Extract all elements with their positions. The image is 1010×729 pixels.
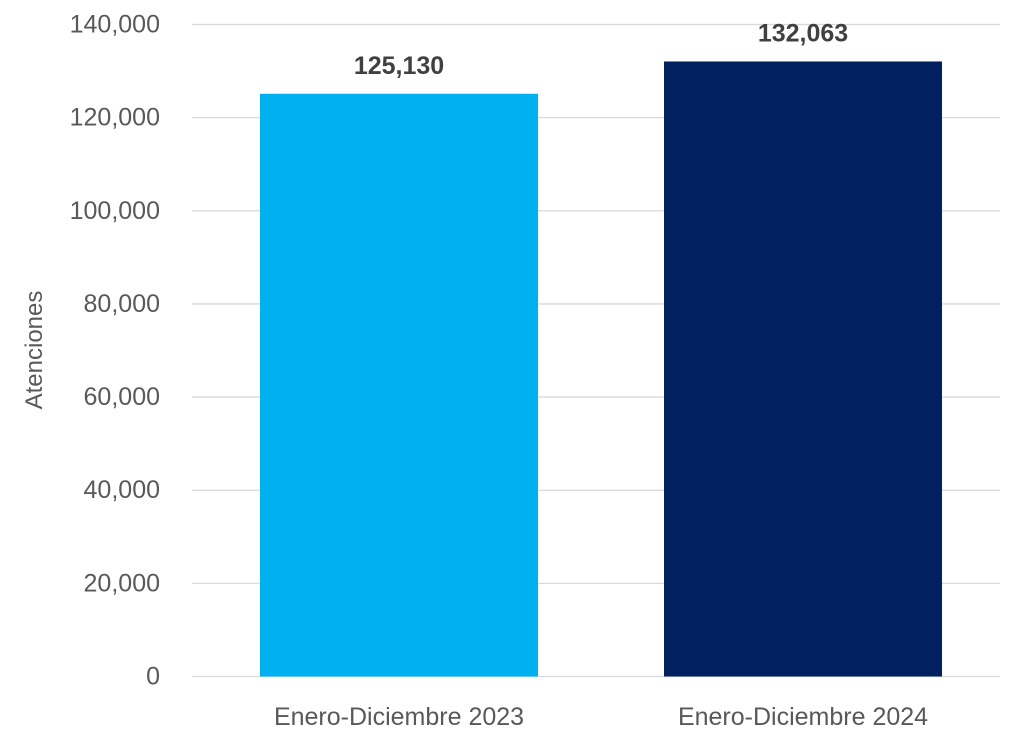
y-tick-label: 100,000 xyxy=(70,197,160,225)
y-tick-label: 120,000 xyxy=(70,104,160,132)
bar xyxy=(260,93,538,677)
y-axis-tick-labels: 0 20,000 40,000 60,000 80,000 100,000 120,000 1… xyxy=(70,11,160,691)
data-labels: 125,130 132,063 xyxy=(354,19,848,79)
y-tick-label: 40,000 xyxy=(84,476,160,504)
y-tick-label: 80,000 xyxy=(84,290,160,318)
x-category-label: Enero-Diciembre 2023 xyxy=(274,703,524,729)
data-label: 125,130 xyxy=(354,52,444,80)
y-tick-label: 0 xyxy=(146,663,160,691)
y-axis-title: Atenciones xyxy=(21,291,48,410)
x-category-label: Enero-Diciembre 2024 xyxy=(678,703,928,729)
x-axis-category-labels: Enero-Diciembre 2023 Enero-Diciembre 2024 xyxy=(274,703,928,729)
y-tick-label: 20,000 xyxy=(84,569,160,597)
bar xyxy=(664,61,942,677)
y-tick-label: 140,000 xyxy=(70,11,160,39)
data-label: 132,063 xyxy=(758,19,848,47)
bars xyxy=(260,61,942,677)
y-tick-label: 60,000 xyxy=(84,383,160,411)
